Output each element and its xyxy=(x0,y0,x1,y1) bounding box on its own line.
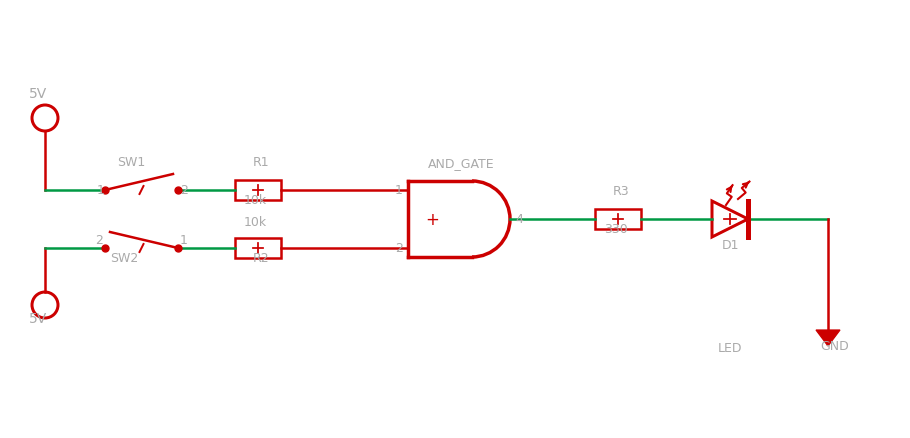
Text: 1: 1 xyxy=(180,234,187,247)
Text: AND_GATE: AND_GATE xyxy=(428,157,495,170)
Text: R1: R1 xyxy=(253,156,269,169)
Text: R2: R2 xyxy=(253,252,269,265)
Text: SW1: SW1 xyxy=(117,156,146,169)
Polygon shape xyxy=(816,330,840,346)
Text: D1: D1 xyxy=(722,239,740,252)
Text: 2: 2 xyxy=(180,184,187,197)
Text: 5V: 5V xyxy=(29,87,47,101)
Text: 10k: 10k xyxy=(244,194,268,207)
Text: +: + xyxy=(425,211,439,229)
Text: R3: R3 xyxy=(613,185,630,198)
Text: 1: 1 xyxy=(395,184,403,197)
Text: 1: 1 xyxy=(97,184,105,197)
Text: 2: 2 xyxy=(95,234,103,247)
Text: 330: 330 xyxy=(604,223,628,236)
Text: SW2: SW2 xyxy=(110,252,138,265)
Text: 2: 2 xyxy=(395,242,403,255)
Bar xyxy=(235,238,281,258)
Text: 10k: 10k xyxy=(244,216,268,229)
Text: 5V: 5V xyxy=(29,312,47,326)
Text: 4: 4 xyxy=(515,213,523,226)
Text: LED: LED xyxy=(718,342,743,355)
Bar xyxy=(235,180,281,200)
Bar xyxy=(595,209,641,229)
Text: GND: GND xyxy=(820,340,849,353)
